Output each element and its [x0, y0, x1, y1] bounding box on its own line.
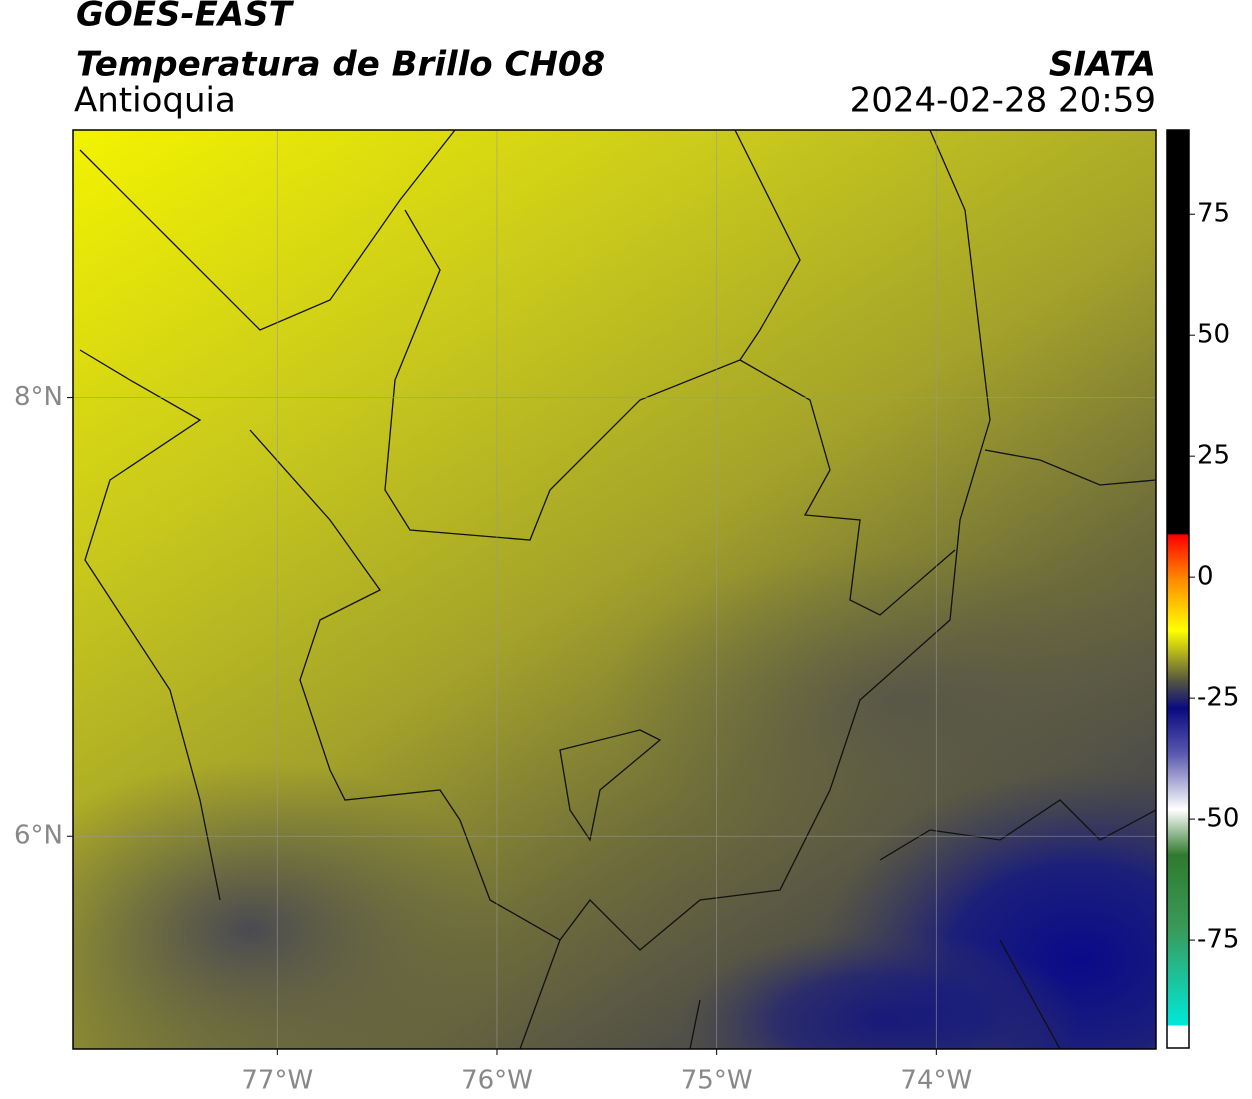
x-tick-label: 75°W	[681, 1066, 753, 1096]
subtitle: Temperatura de Brillo CH08	[76, 45, 605, 85]
region: Antioquia	[74, 81, 236, 121]
datetime: 2024-02-28 20:59	[850, 81, 1156, 121]
x-tick-label: 74°W	[900, 1066, 972, 1096]
colorbar-tick-label: -25	[1197, 683, 1239, 713]
y-tick-label: 8°N	[14, 382, 63, 412]
colorbar-tick-label: 0	[1197, 562, 1214, 592]
y-tick-label: 6°N	[14, 821, 63, 851]
colorbar-tick-label: 75	[1197, 199, 1230, 229]
map-image	[73, 130, 1156, 1049]
source: SIATA	[1049, 45, 1156, 85]
colorbar	[1166, 129, 1190, 1049]
map-frame	[72, 129, 1157, 1050]
colorbar-tick-label: 25	[1197, 441, 1230, 471]
x-tick-label: 76°W	[461, 1066, 533, 1096]
colorbar-tick-label: -75	[1197, 925, 1239, 955]
title: GOES-EAST	[76, 0, 295, 35]
x-tick-label: 77°W	[241, 1066, 313, 1096]
colorbar-tick-label: -50	[1197, 804, 1239, 834]
colorbar-tick-label: 50	[1197, 320, 1230, 350]
